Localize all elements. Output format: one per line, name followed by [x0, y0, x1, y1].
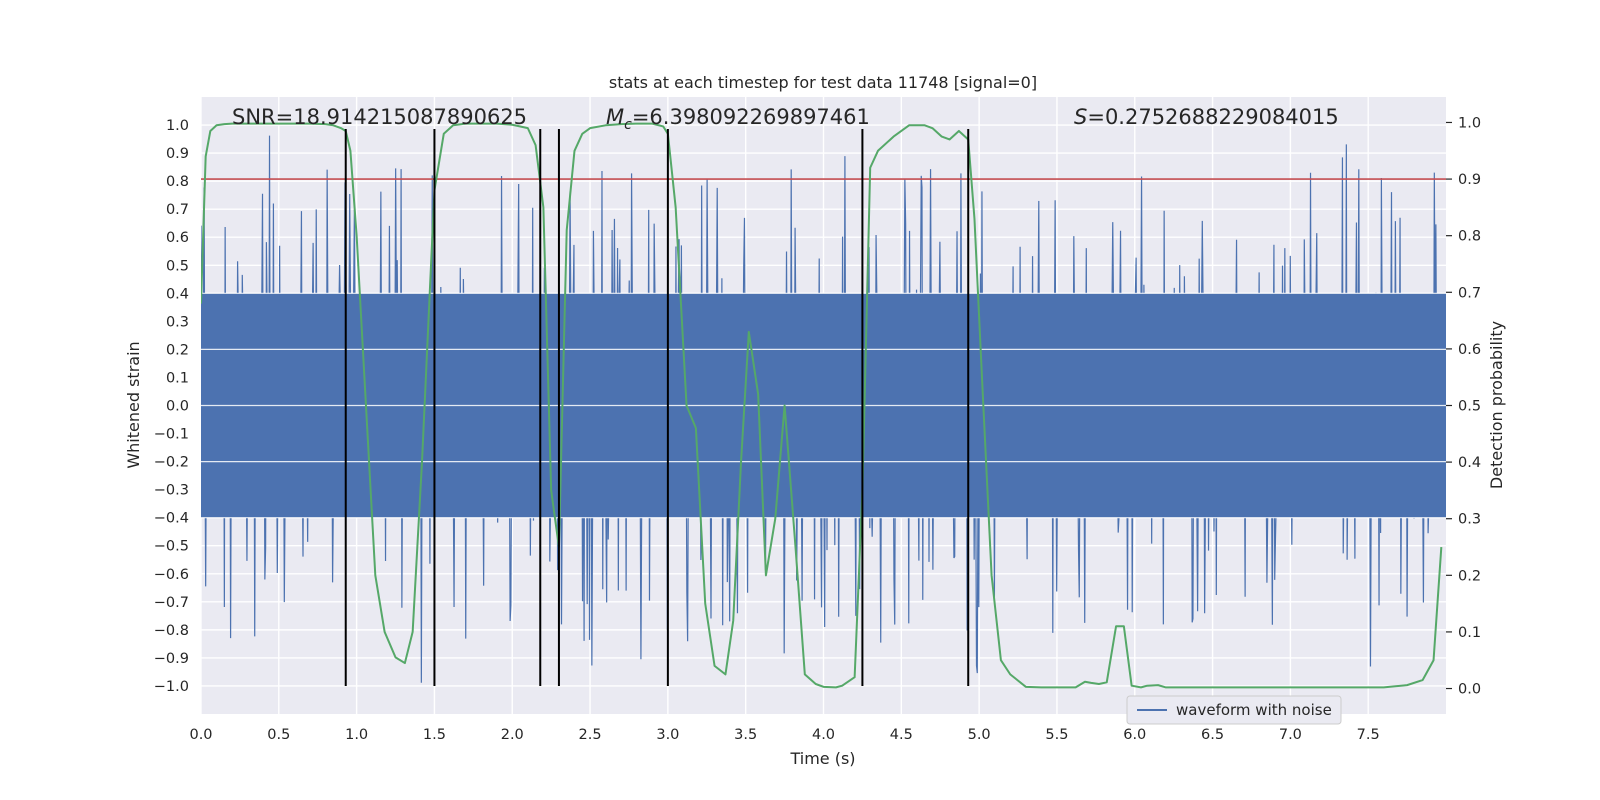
y-tick-label: −0.3 [154, 483, 189, 499]
y-axis-label: Whitened strain [124, 341, 143, 468]
x-tick-label: 6.5 [1201, 727, 1224, 743]
y-tick-label: −0.2 [154, 455, 189, 471]
y2-tick-label: 1.0 [1458, 115, 1481, 131]
x-tick-labels: 0.0 0.5 1.0 1.5 2.0 2.5 3.0 3.5 4.0 4.5 5.0 5.5 6.0 6… [189, 727, 1379, 743]
x-tick-label: 4.0 [812, 727, 835, 743]
y-tick-label: −1.0 [154, 679, 189, 695]
y-tick-label: 0.2 [166, 342, 189, 358]
chart-title: stats at each timestep for test data 117… [609, 73, 1037, 92]
x-tick-label: 3.5 [734, 727, 757, 743]
y2-tick-label: 0.6 [1458, 342, 1481, 358]
y2-tick-label: 0.1 [1458, 625, 1481, 641]
y2-tick-label: 0.7 [1458, 285, 1481, 301]
y2-tick-label: 0.2 [1458, 568, 1481, 584]
y2-axis-label: Detection probability [1487, 321, 1506, 489]
chirp-mass-symbol: M [606, 105, 624, 129]
y2-tick-label: 0.0 [1458, 682, 1481, 698]
y-tick-label: 0.0 [166, 399, 189, 415]
waveform-with-noise-series [201, 135, 1446, 683]
x-tick-label: 6.0 [1123, 727, 1146, 743]
y-tick-label: −0.4 [154, 511, 189, 527]
legend: waveform with noise [1126, 695, 1342, 725]
x-tick-label: 7.0 [1279, 727, 1302, 743]
x-tick-label: 2.5 [579, 727, 602, 743]
x-tick-label: 1.5 [423, 727, 446, 743]
s-value: =0.2752688229084015 [1087, 105, 1338, 129]
y-tick-label: 0.9 [166, 146, 189, 162]
y2-tick-labels: 1.0 0.9 0.8 0.7 0.6 0.5 0.4 0.3 0.2 0.1 0.0 [1446, 115, 1481, 698]
y2-tick-label: 0.5 [1458, 399, 1481, 415]
chirp-mass-value: =6.398092269897461 [632, 105, 870, 129]
legend-label-waveform: waveform with noise [1176, 701, 1332, 719]
y2-tick-label: 0.9 [1458, 172, 1481, 188]
s-annotation: S=0.2752688229084015 [1074, 105, 1339, 129]
detection-probability-series [201, 122, 1443, 689]
chirp-mass-subscript: c [624, 117, 632, 133]
snr-annotation: SNR=18.914215087890625 [232, 105, 527, 129]
y-tick-label: −0.7 [154, 595, 189, 611]
y-tick-label: 1.0 [166, 118, 189, 134]
y-tick-label: −0.9 [154, 651, 189, 667]
chirp-mass-annotation: Mc=6.398092269897461 [606, 105, 870, 133]
x-tick-label: 5.5 [1045, 727, 1068, 743]
detection-probability-line [201, 122, 1443, 689]
y2-tick-label: 0.4 [1458, 455, 1481, 471]
s-symbol: S [1074, 105, 1087, 129]
legend-box [1126, 695, 1342, 725]
x-tick-label: 1.0 [345, 727, 368, 743]
x-tick-label: 7.5 [1357, 727, 1380, 743]
y-tick-label: −0.1 [154, 427, 189, 443]
y-tick-label: −0.8 [154, 623, 189, 639]
y-tick-label: 0.4 [166, 286, 189, 302]
x-tick-label: 0.0 [189, 727, 212, 743]
transition-lines [344, 129, 970, 686]
x-tick-label: 3.0 [656, 727, 679, 743]
y-tick-label: 0.5 [166, 258, 189, 274]
x-axis-label: Time (s) [789, 749, 855, 768]
y-tick-label: 0.6 [166, 230, 189, 246]
x-tick-label: 4.5 [890, 727, 913, 743]
y2-tick-label: 0.3 [1458, 512, 1481, 528]
y-tick-label: −0.5 [154, 539, 189, 555]
y-tick-label: 0.3 [166, 314, 189, 330]
y-tick-label: 0.1 [166, 370, 189, 386]
y-tick-label: 0.7 [166, 202, 189, 218]
x-tick-label: 5.0 [968, 727, 991, 743]
y-tick-labels: 1.0 0.9 0.8 0.7 0.6 0.5 0.4 0.3 0.2 0.1 0.0 −0.1 −0.… [154, 118, 189, 695]
x-tick-label: 2.0 [501, 727, 524, 743]
x-tick-label: 0.5 [267, 727, 290, 743]
y2-tick-label: 0.8 [1458, 229, 1481, 245]
y-tick-label: 0.8 [166, 174, 189, 190]
y-tick-label: −0.6 [154, 567, 189, 583]
